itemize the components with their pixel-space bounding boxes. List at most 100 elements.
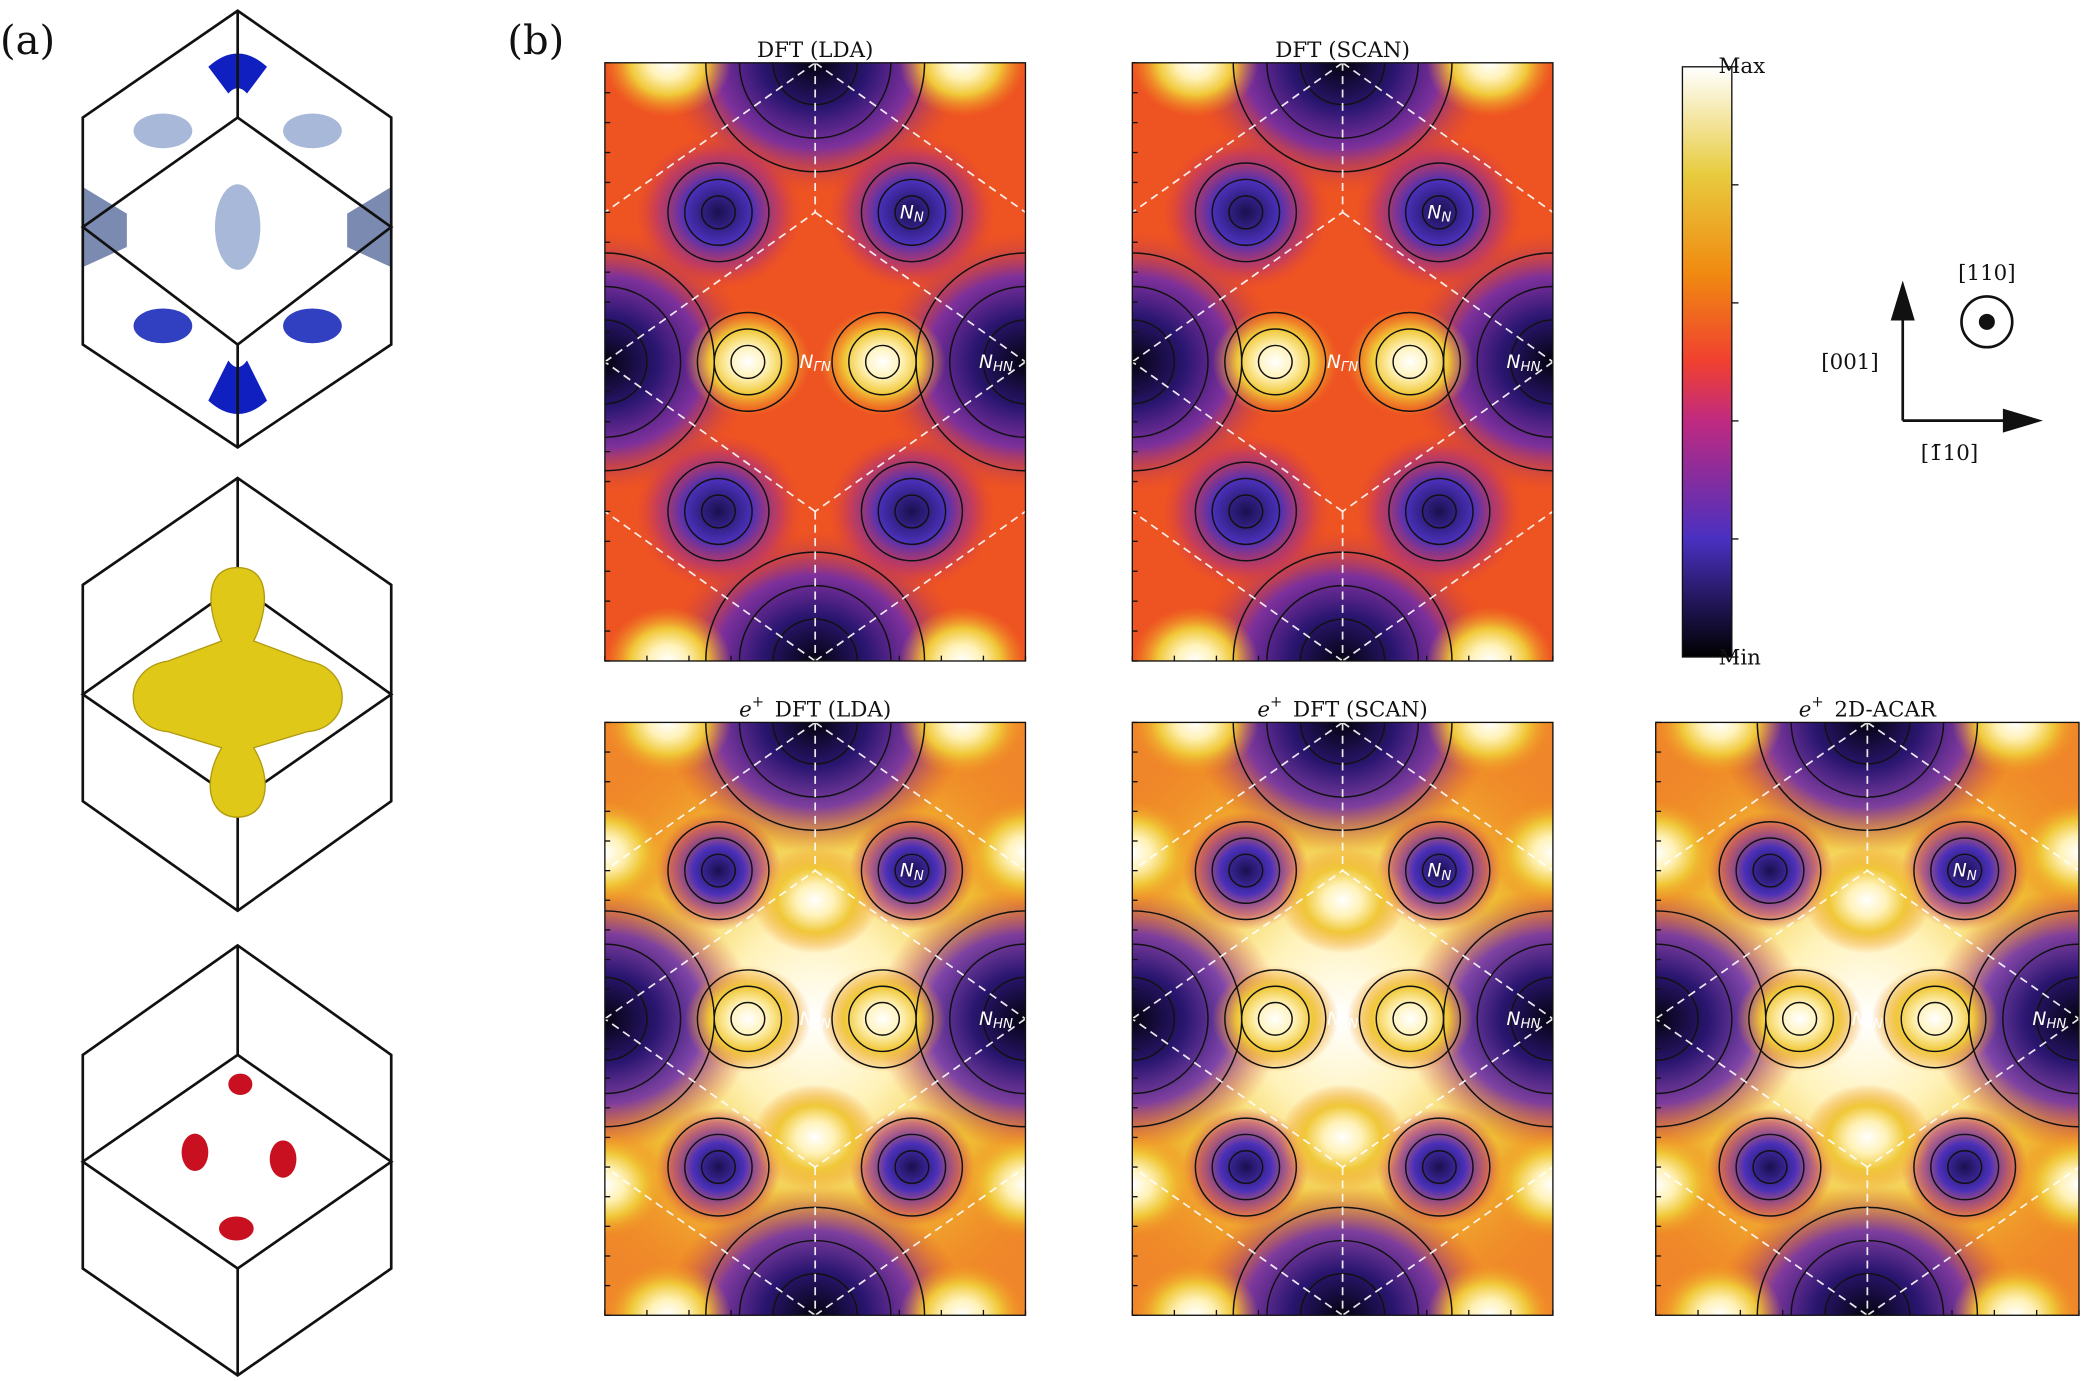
point-main: N xyxy=(1327,351,1341,372)
contour xyxy=(1913,820,2017,921)
density-map xyxy=(604,722,1026,1316)
density-blob xyxy=(1489,1131,1553,1239)
contour xyxy=(700,1150,736,1185)
contour xyxy=(860,162,964,263)
zone-boundary xyxy=(1132,1018,1344,1168)
density-blob xyxy=(604,1261,732,1316)
contour xyxy=(864,1001,901,1036)
point-sub: N xyxy=(1441,211,1451,226)
contour xyxy=(604,943,682,1095)
density-blob xyxy=(848,1107,976,1227)
density-blob xyxy=(2015,1131,2079,1239)
point-sub: HN xyxy=(1520,1017,1540,1032)
fermi-surface-2 xyxy=(80,476,394,913)
density-blob xyxy=(1871,965,1999,1073)
density-blob xyxy=(899,607,1026,661)
contour xyxy=(860,820,964,921)
point-main: N xyxy=(799,351,813,372)
density-blob xyxy=(1803,846,1931,954)
density-blob xyxy=(1132,799,1196,907)
zone-boundary xyxy=(814,62,1026,214)
point-label: NΓN xyxy=(1327,351,1358,375)
contour xyxy=(1913,1117,2017,1217)
density-blob xyxy=(604,607,732,661)
point-label: NΓN xyxy=(1327,1008,1358,1032)
point-label: NHN xyxy=(1506,351,1540,375)
point-main: N xyxy=(1427,860,1441,881)
contour xyxy=(1421,494,1457,529)
contour xyxy=(2035,976,2079,1062)
contour xyxy=(1476,285,1553,438)
density-blob xyxy=(1346,308,1473,416)
density-blob xyxy=(604,722,732,776)
point-label: NHN xyxy=(979,1008,1013,1032)
contour xyxy=(730,1001,766,1036)
contour xyxy=(1228,195,1264,230)
point-sub: N xyxy=(1441,869,1451,884)
contour xyxy=(1132,943,1209,1095)
title-sup: + xyxy=(1811,693,1823,710)
panel-label: (b) xyxy=(507,18,564,64)
panel-title: e+ DFT (LDA) xyxy=(739,693,891,722)
point-sub: HN xyxy=(993,360,1013,375)
contour xyxy=(1752,853,1788,888)
contour xyxy=(1194,820,1298,921)
contour xyxy=(1930,1133,2000,1201)
point-sub: N xyxy=(914,211,924,226)
point-main: N xyxy=(1327,1008,1341,1029)
contour xyxy=(1211,477,1281,546)
contour xyxy=(1388,820,1491,921)
contour xyxy=(1404,178,1474,246)
zone-boundary xyxy=(1342,722,1553,872)
contour xyxy=(1752,1150,1788,1185)
zone-boundary xyxy=(1655,1166,1868,1316)
contour xyxy=(1476,943,1553,1095)
density-blob xyxy=(1655,1261,1783,1316)
title-text: DFT (SCAN) xyxy=(1275,38,1410,63)
title-prefix: e xyxy=(1257,697,1270,722)
contour xyxy=(1132,285,1209,438)
zone-boundary xyxy=(604,510,816,661)
point-sub: ΓN xyxy=(1341,360,1358,375)
contour xyxy=(894,1150,930,1185)
point-sub: ΓN xyxy=(1866,1017,1883,1032)
contour xyxy=(982,319,1026,405)
contour xyxy=(1404,477,1474,546)
density-blob xyxy=(1655,799,1720,907)
point-sub: N xyxy=(1967,869,1977,884)
point-sub: ΓN xyxy=(813,1017,830,1032)
point-label: NΓN xyxy=(799,1008,830,1032)
zone-boundary xyxy=(1866,722,2079,872)
contour xyxy=(1718,1117,1822,1217)
point-main: N xyxy=(2032,1008,2046,1029)
title-text: DFT (SCAN) xyxy=(1293,697,1428,722)
density-blob xyxy=(1803,1084,1931,1191)
zone-boundary xyxy=(1342,869,1553,1020)
zone-boundary xyxy=(1132,62,1344,214)
contour xyxy=(864,344,901,380)
contour xyxy=(1132,252,1243,472)
title-text: 2D-ACAR xyxy=(1834,697,1937,722)
axes-icon xyxy=(1901,295,2017,422)
point-label: NHN xyxy=(2032,1008,2066,1032)
contour xyxy=(1392,1001,1428,1036)
point-main: N xyxy=(1953,860,1967,881)
contour xyxy=(1388,1117,1491,1217)
density-blob xyxy=(899,62,1026,117)
contour xyxy=(1781,1001,1818,1036)
zone-boundary xyxy=(814,361,1026,513)
zone-boundary xyxy=(1132,722,1344,872)
contour xyxy=(1211,1133,1281,1201)
contour xyxy=(1421,853,1457,888)
density-blob xyxy=(962,799,1026,907)
zone-boundary xyxy=(1132,510,1344,661)
density-blob xyxy=(2015,799,2079,907)
zone-boundary xyxy=(1342,1166,1553,1316)
contour xyxy=(696,969,800,1069)
contour xyxy=(1655,943,1733,1095)
density-blob xyxy=(1489,799,1553,907)
density-blob xyxy=(899,722,1026,776)
density-blob xyxy=(1952,722,2079,776)
contour xyxy=(1655,910,1767,1128)
